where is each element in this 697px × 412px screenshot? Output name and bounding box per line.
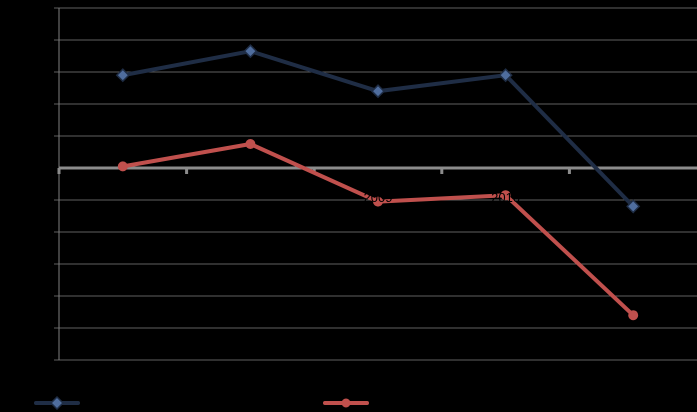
series-2-marker <box>500 190 511 201</box>
legend-series-1-marker <box>49 395 65 411</box>
series-2-marker <box>628 310 639 321</box>
series-2-marker <box>117 161 128 172</box>
series-2-line <box>120 142 636 318</box>
legend-series-2-marker <box>341 398 351 408</box>
series-1-marker <box>115 68 130 83</box>
series-1-line <box>120 49 636 209</box>
series-1-marker <box>498 68 513 83</box>
series-1-marker <box>626 199 641 214</box>
x-tick-label: 2009 <box>364 190 393 205</box>
series-group <box>115 44 641 321</box>
x-tick-label: 2010 <box>491 190 520 205</box>
axes <box>58 8 697 360</box>
series-2-marker <box>373 196 383 207</box>
series-1-marker <box>243 44 258 59</box>
gridlines <box>54 7 697 361</box>
series-1-marker <box>370 84 386 99</box>
x-axis-labels: 2009 2010 <box>364 190 521 205</box>
series-2-marker <box>245 139 256 149</box>
legend <box>34 395 369 411</box>
